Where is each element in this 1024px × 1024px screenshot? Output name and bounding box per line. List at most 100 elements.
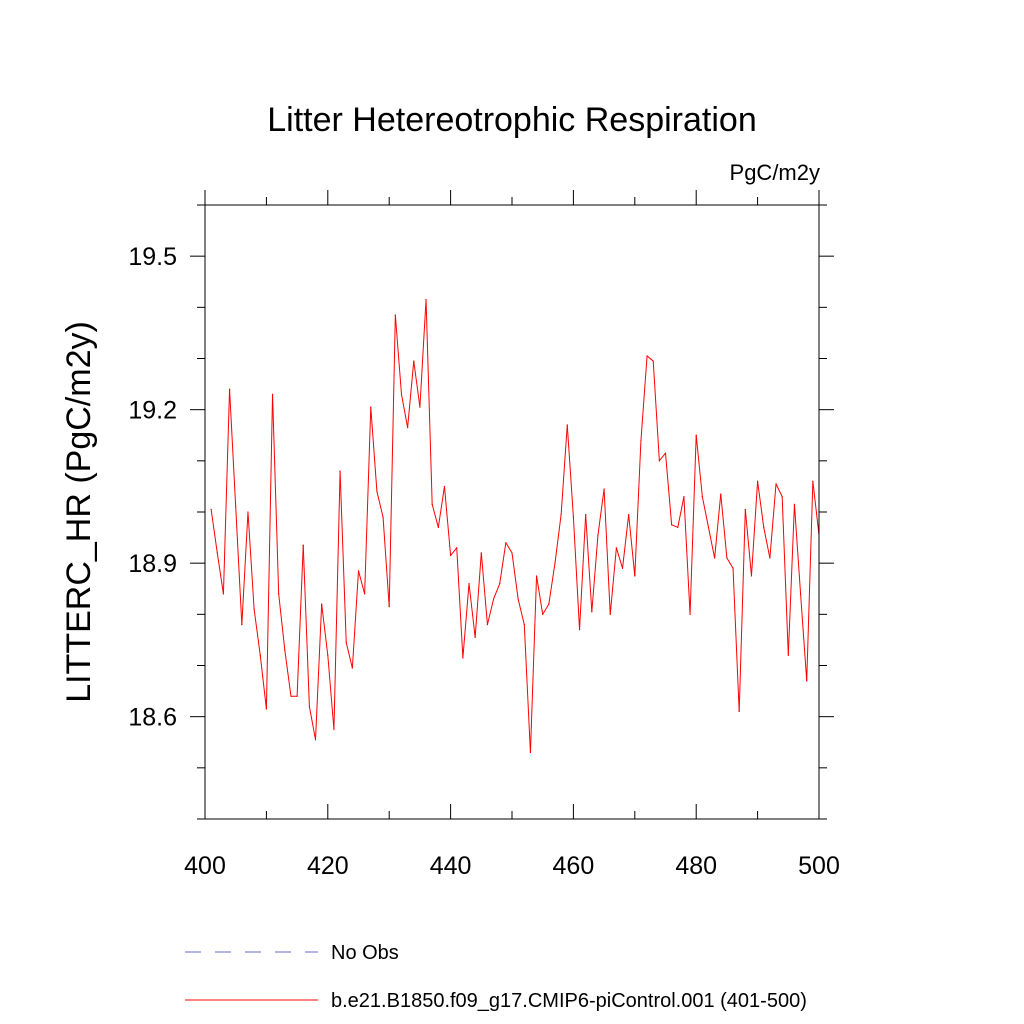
series-line-segment: [413, 360, 421, 408]
data-point: [357, 570, 360, 572]
series-line-segment: [450, 547, 458, 556]
x-tick-label: 400: [184, 852, 226, 880]
series-line-segment: [787, 503, 795, 656]
series-line-segment: [597, 488, 605, 536]
series-line-segment: [585, 514, 593, 613]
series-line-segment: [321, 603, 329, 656]
series-line-segment: [806, 480, 814, 682]
data-point: [757, 480, 759, 482]
legend: No Obs b.e21.B1850.f09_g17.CMIP6-piContro…: [185, 942, 807, 1012]
data-point: [339, 470, 341, 472]
data-point: [517, 598, 519, 600]
data-point: [634, 575, 636, 577]
series-line-segment: [566, 424, 574, 518]
data-point: [364, 593, 366, 595]
series-line-segment: [781, 496, 789, 656]
series-line-segment: [486, 598, 495, 626]
series-line-segment: [407, 360, 415, 429]
series-line-segment: [327, 654, 335, 730]
series-line-segment: [370, 406, 378, 493]
series-line-segment: [456, 547, 464, 659]
series-line-segment: [707, 526, 716, 559]
series-line-segment: [720, 493, 728, 559]
series-line-segment: [511, 552, 519, 600]
series-line-segment: [726, 557, 734, 569]
data-point: [812, 480, 814, 482]
axis-ticks: 400 420 440 460 480 500 18.6 18.9 19.2 19.5: [128, 190, 840, 880]
y-axis-label: LITTERC_HR (PgC/m2y): [60, 321, 98, 703]
series-line-segment: [812, 480, 820, 536]
series-line-segment: [572, 516, 581, 631]
series-line-segment: [615, 547, 624, 569]
series-line-segment: [216, 552, 224, 595]
data-point: [278, 593, 280, 595]
series-line-segment: [640, 355, 648, 441]
data-point: [413, 360, 415, 362]
data-point: [210, 508, 212, 511]
data-point: [308, 705, 310, 708]
series-line-segment: [388, 314, 396, 608]
data-point: [456, 547, 458, 549]
series-line-segment: [757, 480, 765, 528]
data-point: [529, 751, 532, 754]
data-point: [572, 516, 575, 518]
series-line-segment: [247, 511, 255, 610]
data-point: [431, 503, 433, 505]
data-point: [560, 513, 562, 516]
data-point: [714, 557, 716, 559]
data-point: [566, 424, 568, 426]
series-line-segment: [272, 393, 280, 595]
data-point: [542, 613, 544, 615]
series-line-segment: [689, 434, 697, 615]
data-point: [271, 393, 274, 395]
series-line-segment: [628, 514, 636, 577]
series-line-segment: [241, 511, 249, 626]
data-point: [726, 557, 728, 559]
data-point: [400, 393, 403, 395]
x-tick-label: 420: [307, 852, 349, 880]
series-line-segment: [775, 483, 783, 498]
series-line-segment: [468, 583, 476, 638]
series-line-segment: [505, 542, 513, 554]
data-point: [259, 654, 261, 656]
data-point: [499, 583, 501, 585]
data-point: [646, 355, 648, 357]
series-line-segment: [738, 508, 746, 713]
data-point: [609, 613, 611, 615]
data-point: [370, 406, 372, 408]
series-line-segment: [493, 583, 501, 600]
data-point: [621, 567, 624, 569]
data-point: [253, 608, 255, 610]
series-line-segment: [800, 593, 808, 682]
data-point: [511, 552, 513, 554]
data-point: [658, 460, 660, 462]
data-point: [345, 641, 347, 644]
data-point: [351, 667, 353, 669]
series-line-segment: [425, 299, 433, 505]
data-point: [505, 542, 507, 544]
data-point: [382, 516, 384, 518]
series-line-segment: [603, 488, 611, 615]
data-point: [763, 526, 765, 528]
series-line-segment: [376, 491, 384, 518]
series-line-segment: [683, 496, 691, 615]
series-line-segment: [763, 526, 771, 559]
data-point: [443, 485, 446, 488]
series-line-segment: [517, 598, 525, 626]
plot-frame: [204, 204, 820, 820]
y-tick-label: 19.5: [128, 243, 177, 271]
data-point: [585, 513, 587, 516]
series-line-segment: [302, 544, 310, 707]
data-point: [689, 613, 691, 615]
series-line-segment: [235, 506, 243, 626]
data-point: [314, 739, 317, 741]
data-point: [554, 562, 556, 564]
data-point: [468, 583, 470, 585]
y-tick-label: 19.2: [128, 397, 177, 425]
series-line-segment: [665, 452, 673, 526]
y-tick-label: 18.6: [128, 704, 177, 732]
data-point: [290, 695, 292, 697]
series-line-segment: [609, 547, 617, 615]
data-point: [683, 496, 685, 498]
series-line-segment: [701, 496, 709, 528]
